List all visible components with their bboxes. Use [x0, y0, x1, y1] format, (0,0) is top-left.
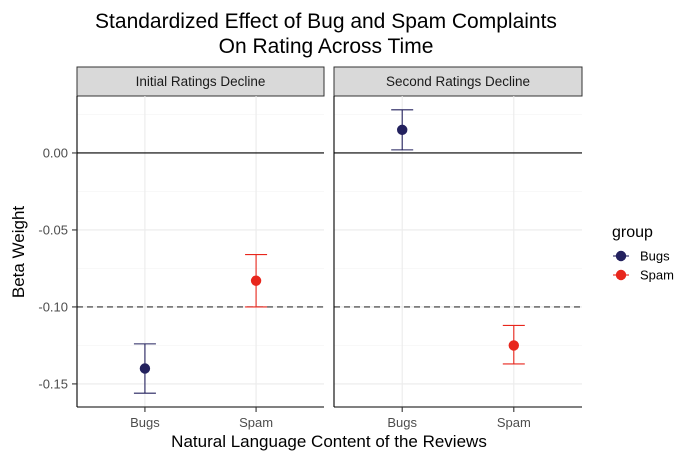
point-spam: [508, 340, 519, 351]
x-axis: Bugs Spam Bugs Spam: [130, 407, 531, 430]
y-tick-label: -0.10: [38, 299, 68, 314]
y-axis: 0.00 -0.05 -0.10 -0.15: [38, 145, 77, 391]
y-axis-title: Beta Weight: [9, 206, 28, 299]
x-tick-label: Spam: [497, 415, 531, 430]
chart-title: Standardized Effect of Bug and Spam Comp…: [95, 10, 557, 33]
legend: group Bugs Spam: [612, 224, 674, 283]
chart-subtitle: On Rating Across Time: [219, 35, 434, 58]
legend-label-spam: Spam: [640, 268, 674, 283]
point-bugs: [139, 363, 151, 374]
y-tick-label: -0.15: [38, 376, 68, 391]
x-tick-label: Bugs: [130, 415, 160, 430]
facet-label-1: Initial Ratings Decline: [136, 74, 266, 89]
y-tick-label: -0.05: [38, 222, 68, 237]
legend-key-bugs: [615, 250, 627, 262]
x-axis-title: Natural Language Content of the Reviews: [171, 432, 487, 451]
facet-strip-2: [333, 66, 583, 97]
point-spam: [250, 275, 262, 286]
facet-label-2: Second Ratings Decline: [386, 74, 530, 89]
x-tick-label: Spam: [239, 415, 273, 430]
facet-strip-1: [76, 66, 325, 97]
x-tick-label: Bugs: [387, 415, 417, 430]
facet-panel-2: Second Ratings Decline: [333, 66, 583, 408]
point-bugs: [397, 124, 408, 136]
legend-key-spam: [615, 269, 627, 281]
legend-title: group: [612, 224, 653, 241]
y-tick-label: 0.00: [43, 145, 68, 160]
legend-label-bugs: Bugs: [640, 249, 670, 264]
facet-panel-1: Initial Ratings Decline: [76, 66, 325, 408]
